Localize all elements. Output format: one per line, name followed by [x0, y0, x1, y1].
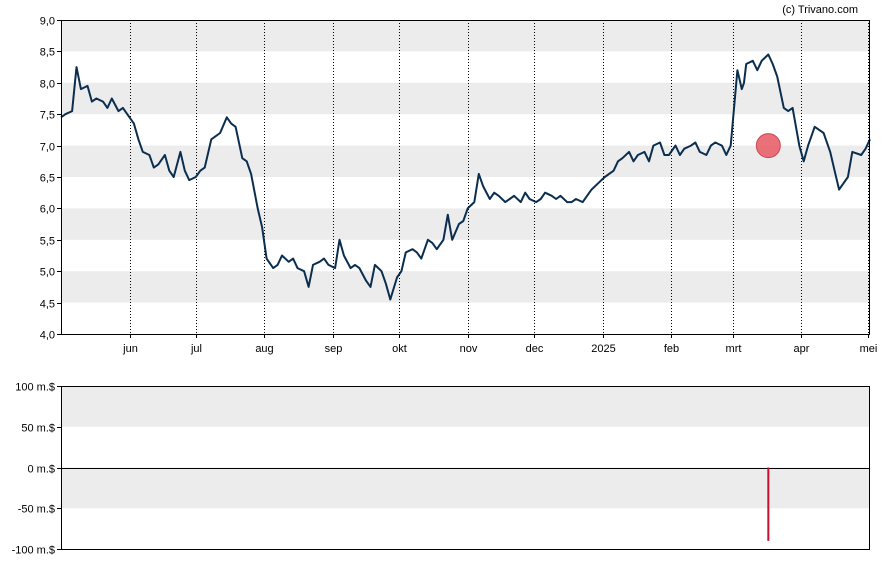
- price-y-tick-label: 4,5: [40, 299, 55, 311]
- price-x-tick-label: jul: [190, 343, 202, 355]
- price-line: [60, 53, 871, 301]
- credit-text: (c) Trivano.com: [782, 4, 858, 16]
- price-x-tick-label: dec: [526, 343, 544, 355]
- price-x-tick-label: nov: [460, 343, 478, 355]
- price-y-tick-label: 4,0: [40, 330, 55, 342]
- price-x-tick-label: okt: [392, 343, 407, 355]
- volume-y-tick-label: 0 m.$: [27, 464, 55, 476]
- price-x-tick-label: jun: [122, 343, 138, 355]
- volume-grid-band: [61, 386, 870, 427]
- price-marker: [755, 133, 781, 159]
- volume-panel-border: [61, 386, 870, 550]
- volume-y-tick-label: -50 m.$: [18, 504, 55, 516]
- price-x-tick-label: mrt: [726, 343, 742, 355]
- price-y-tick-label: 9,0: [40, 16, 55, 28]
- volume-y-tick-label: -100 m.$: [12, 545, 55, 557]
- price-y-tick-label: 6,0: [40, 204, 55, 216]
- price-grid-band: [61, 82, 870, 115]
- price-panel-border: [61, 20, 870, 335]
- price-y-tick-label: 8,5: [40, 47, 55, 59]
- price-y-tick-label: 6,5: [40, 173, 55, 185]
- price-x-tick-label: 2025: [591, 343, 615, 355]
- price-x-tick-label: apr: [794, 343, 810, 355]
- price-x-tick-label: sep: [325, 343, 343, 355]
- price-grid-band: [61, 145, 870, 177]
- volume-y-tick-label: 100 m.$: [15, 382, 55, 394]
- price-grid-band: [61, 271, 870, 303]
- volume-panel: 100 m.$ 50 m.$ 0 m.$ -50 m.$ -100 m.$: [12, 382, 870, 557]
- price-x-tick-label: aug: [255, 343, 273, 355]
- price-y-tick-label: 5,5: [40, 236, 55, 248]
- price-panel: jun jul aug sep okt nov dec 2025 feb mrt apr mei 4,0…: [40, 16, 878, 356]
- price-x-tick-label: feb: [664, 343, 679, 355]
- price-x-tick-label: mei: [860, 343, 878, 355]
- price-y-tick-label: 5,0: [40, 267, 55, 279]
- price-grid-band: [61, 20, 870, 52]
- price-y-tick-label: 7,0: [40, 142, 55, 154]
- price-y-tick-label: 7,5: [40, 110, 55, 122]
- volume-y-tick-label: 50 m.$: [21, 423, 55, 435]
- price-y-tick-label: 8,0: [40, 79, 55, 91]
- volume-grid-band: [61, 467, 870, 509]
